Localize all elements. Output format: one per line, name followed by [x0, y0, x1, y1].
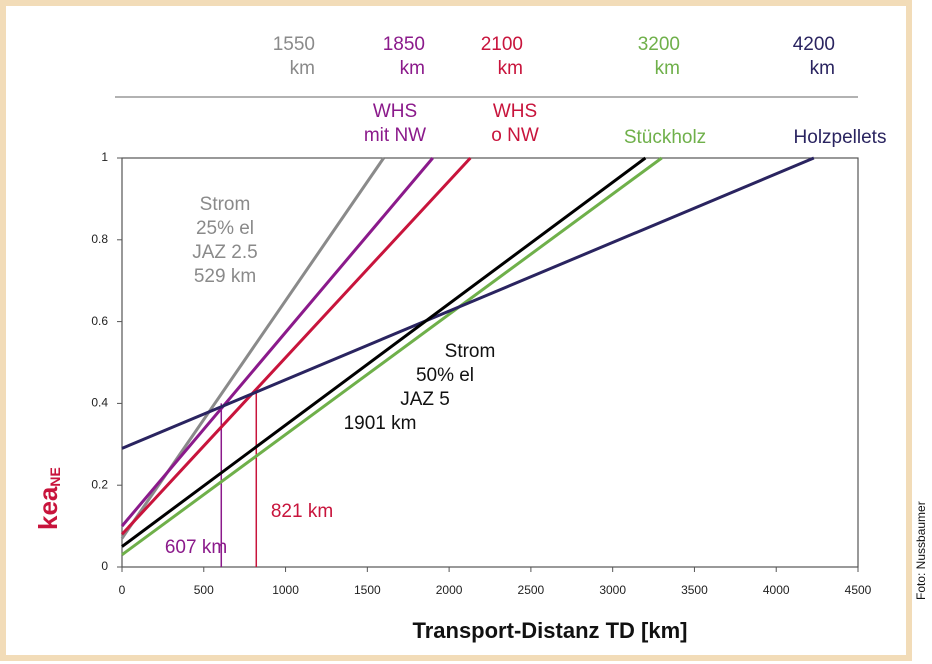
top-label: 2100 km: [481, 34, 523, 79]
top-label-line: km: [655, 58, 680, 79]
top-label-line: km: [810, 58, 835, 79]
series-line: [121, 156, 663, 556]
top-label: 1550 km: [273, 34, 315, 79]
series-label-line: JAZ 2.5: [192, 242, 257, 263]
series-label: WHS mit NW: [364, 101, 426, 146]
series-label: Strom 25% el JAZ 2.5 529 km: [192, 194, 257, 287]
series-line: [121, 156, 815, 450]
series-label-line: 529 km: [194, 266, 256, 287]
top-label-line: 2100: [481, 34, 523, 55]
series-label-line: Holzpellets: [794, 127, 887, 148]
series-label-line: JAZ 5: [400, 389, 450, 410]
series-label-line: 25% el: [196, 218, 254, 239]
series-label-line: 1901 km: [344, 413, 417, 434]
y-tick-label: 1: [101, 150, 108, 164]
series-label-line: Strom: [200, 194, 251, 215]
marker-label: 607 km: [165, 537, 227, 558]
x-tick-label: 0: [119, 583, 126, 597]
series-label-line: Strom: [445, 341, 496, 362]
series-label-line: o NW: [491, 125, 539, 146]
y-tick-label: 0.8: [91, 232, 108, 246]
y-tick-label: 0.4: [91, 396, 108, 410]
top-label-line: 1850: [383, 34, 425, 55]
x-tick-label: 4500: [845, 583, 872, 597]
series-line: [121, 156, 647, 548]
top-label: 4200 km: [793, 34, 835, 79]
series-label-line: WHS: [373, 101, 417, 122]
series-label: Strom 50% el JAZ 5 1901 km: [344, 341, 496, 434]
x-tick-label: 2000: [436, 583, 463, 597]
top-label-line: 3200: [638, 34, 680, 55]
top-label-line: km: [400, 58, 425, 79]
top-label-line: km: [290, 58, 315, 79]
frame: [0, 0, 912, 661]
series-label-line: WHS: [493, 101, 537, 122]
top-label-line: km: [498, 58, 523, 79]
y-tick-label: 0: [101, 559, 108, 573]
x-axis-label: Transport-Distanz TD [km]: [412, 618, 687, 643]
y-tick-label: 0.6: [91, 314, 108, 328]
x-tick-label: 4000: [763, 583, 790, 597]
series-label: Holzpellets: [794, 127, 887, 148]
series-line: [120, 157, 434, 528]
x-tick-label: 3000: [599, 583, 626, 597]
top-label: 1850 km: [383, 34, 425, 79]
y-tick-label: 0.2: [91, 477, 108, 491]
marker-label: 821 km: [271, 501, 333, 522]
series-line: [120, 156, 472, 536]
x-tick-label: 1500: [354, 583, 381, 597]
y-axis-label-main: kea: [33, 486, 63, 530]
y-axis-label-sub: NE: [47, 467, 63, 486]
series-label-line: Stückholz: [624, 127, 706, 148]
y-axis-label: keaNE: [33, 467, 63, 530]
series-label: Stückholz: [624, 127, 706, 148]
x-tick-label: 1000: [272, 583, 299, 597]
x-tick-label: 3500: [681, 583, 708, 597]
top-label-line: 1550: [273, 34, 315, 55]
x-tick-label: 2500: [518, 583, 545, 597]
top-label-line: 4200: [793, 34, 835, 55]
top-label: 3200 km: [638, 34, 680, 79]
series-label-line: mit NW: [364, 125, 426, 146]
x-tick-label: 500: [194, 583, 214, 597]
plot-area: [121, 157, 859, 568]
credit: Foto: Nussbaumer: [914, 501, 928, 600]
series-label: WHS o NW: [491, 101, 539, 146]
series-label-line: 50% el: [416, 365, 474, 386]
